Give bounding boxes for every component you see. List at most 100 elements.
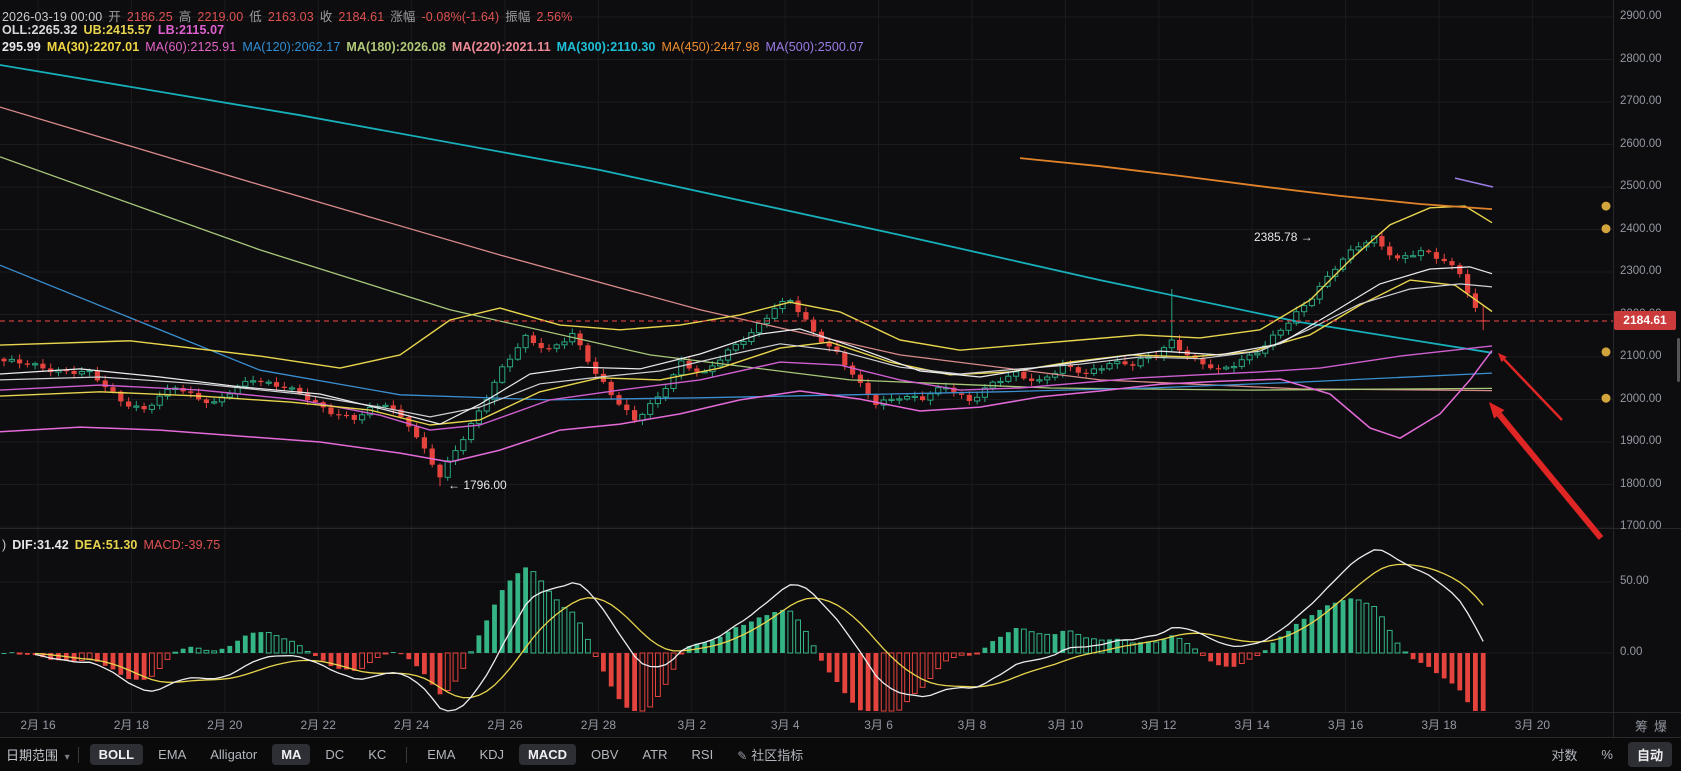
overlay-line-MA180 — [0, 156, 1493, 391]
header-segment: 低 — [249, 10, 262, 24]
header-segment: ) — [2, 538, 7, 552]
price-axis-label: 2900.00 — [1620, 10, 1662, 22]
header-segment: UB:2415.57 — [83, 23, 152, 37]
time-axis-label: 3月 20 — [1514, 718, 1551, 732]
price-axis-label: 2500.00 — [1620, 180, 1662, 192]
ma-header-row: 295.99 MA(30):2207.01 MA(60):2125.91 MA(120… — [2, 40, 870, 54]
overlay-line-MA120 — [0, 264, 1493, 401]
chip-distribution-button[interactable]: 筹 — [1634, 719, 1654, 734]
header-segment: DIF:31.42 — [12, 538, 69, 552]
price-axis-label: 2800.00 — [1620, 52, 1662, 65]
liquidation-button[interactable]: 爆 — [1653, 719, 1673, 734]
header-segment: MACD:-39.75 — [143, 538, 221, 552]
scale-buttons-group: 对数% 自动 — [1539, 742, 1675, 767]
indicator-button-macd[interactable]: MACD — [519, 744, 576, 765]
date-range-label: 日期范围 — [6, 748, 59, 763]
time-axis-label: 3月 2 — [677, 718, 707, 732]
overlay-line-MA220 — [0, 106, 1493, 392]
price-axis-label: 1900.00 — [1620, 435, 1662, 447]
scale-button-%[interactable]: % — [1601, 747, 1613, 762]
last-price-badge: 2184.61 — [1614, 311, 1676, 331]
scrollbar-thumb[interactable] — [1677, 338, 1680, 382]
header-segment: MA(300):2110.30 — [556, 40, 656, 54]
header-segment: MA(30):2207.01 — [46, 40, 140, 54]
header-segment: OLL:2265.32 — [2, 23, 78, 37]
overlay-line-BOLL-LB — [0, 350, 1493, 463]
red-arrow — [1489, 402, 1505, 419]
price-axis-label: 2600.00 — [1620, 137, 1662, 150]
time-axis-label: 3月 12 — [1141, 718, 1177, 732]
scale-button-自动[interactable]: 自动 — [1627, 742, 1672, 767]
indicator-button-社区指标[interactable]: ✎ 社区指标 — [737, 748, 804, 763]
indicator-button-ma[interactable]: MA — [272, 744, 311, 765]
price-axis-label: 2000.00 — [1620, 392, 1662, 405]
chips-burst-buttons[interactable]: 筹爆 — [1635, 716, 1673, 735]
overlay-line-BOLL-MID — [0, 283, 1493, 418]
indicator-button-kc[interactable]: KC — [368, 747, 387, 762]
header-segment: 开 — [108, 10, 121, 24]
chart-svg — [0, 0, 1681, 737]
price-axis-label: 2100.00 — [1620, 350, 1662, 362]
time-axis-label: 2月 22 — [300, 718, 336, 732]
price-axis-label: 1700.00 — [1620, 520, 1662, 532]
indicator-button-alligator[interactable]: Alligator — [210, 747, 258, 762]
time-axis-label: 3月 18 — [1421, 718, 1457, 732]
scale-button-对数[interactable]: 对数 — [1551, 748, 1578, 763]
header-segment: 2026-03-19 00:00 — [2, 10, 103, 24]
header-segment: MA(500):2500.07 — [765, 40, 864, 54]
header-segment: 2186.25 — [126, 10, 173, 24]
indicator-button-dc[interactable]: DC — [325, 747, 345, 762]
date-range-button[interactable]: 日期范围 ▾ — [6, 745, 70, 764]
overlay-line-MA300 — [0, 64, 1493, 354]
overlay-line-BOLL-UB — [0, 205, 1493, 369]
overlay-line-MA500 — [1454, 177, 1494, 188]
gold-marker-dot — [1601, 201, 1611, 211]
time-axis-label: 2月 16 — [20, 718, 56, 732]
toolbar-divider — [406, 746, 408, 763]
indicator-button-boll[interactable]: BOLL — [89, 744, 144, 765]
header-segment: 振幅 — [505, 10, 531, 24]
swing-high-annotation: 2385.78 → — [1254, 230, 1313, 244]
indicator-button-ema[interactable]: EMA — [158, 747, 187, 762]
overlay-line-MA450 — [1019, 157, 1493, 210]
indicator-button-ema[interactable]: EMA — [427, 747, 456, 762]
time-axis-label: 3月 6 — [864, 718, 893, 732]
header-segment: -0.08%(-1.64) — [421, 10, 500, 24]
time-axis-label: 2月 24 — [393, 718, 430, 732]
header-segment: 涨幅 — [390, 10, 416, 24]
macd-axis-label: 0.00 — [1620, 646, 1643, 658]
indicator-button-kdj[interactable]: KDJ — [479, 747, 504, 762]
indicator-buttons-group: BOLL EMA Alligator MA DC KC EMA KDJ MACD OBV ATR RS… — [87, 742, 816, 767]
time-axis-label: 2月 28 — [580, 718, 617, 732]
gold-marker-dot — [1601, 393, 1611, 403]
time-axis-label: 2月 26 — [487, 718, 523, 732]
price-axis-label: 2300.00 — [1620, 265, 1662, 277]
time-axis-label: 3月 16 — [1327, 718, 1364, 732]
header-segment: MA(450):2447.98 — [661, 40, 760, 54]
header-segment: LB:2115.07 — [157, 23, 225, 37]
chevron-down-icon: ▾ — [64, 752, 70, 763]
macd-header-row: ) DIF:31.42 DEA:51.30 MACD:-39.75 — [2, 538, 226, 552]
header-segment: MA(180):2026.08 — [346, 40, 446, 54]
price-axis-label: 1800.00 — [1620, 477, 1662, 490]
chart-canvas[interactable]: 2026-03-19 00:00 开 2186.25 高 2219.00 低 2163.03… — [0, 0, 1681, 737]
header-segment: 2219.00 — [197, 10, 244, 24]
header-segment: MA(120):2062.17 — [242, 40, 341, 54]
macd-axis-label: 50.00 — [1620, 575, 1649, 587]
header-segment: DEA:51.30 — [74, 538, 138, 552]
indicator-button-atr[interactable]: ATR — [642, 747, 668, 762]
bottom-toolbar: 日期范围 ▾ BOLL EMA Alligator MA DC KC EMA KDJ MACD O… — [0, 737, 1681, 771]
boll-header-row: OLL:2265.32 UB:2415.57 LB:2115.07 — [2, 23, 230, 37]
header-segment: MA(220):2021.11 — [451, 40, 551, 54]
time-axis-label: 3月 14 — [1234, 718, 1270, 732]
header-segment: 2163.03 — [267, 10, 314, 24]
overlay-line-MA30 — [0, 279, 1493, 426]
ohlc-header-row: 2026-03-19 00:00 开 2186.25 高 2219.00 低 2163.03… — [2, 6, 578, 25]
price-axis-label: 2700.00 — [1620, 95, 1662, 107]
indicator-button-obv[interactable]: OBV — [591, 747, 619, 762]
price-axis-label: 2400.00 — [1620, 222, 1662, 235]
indicator-button-rsi[interactable]: RSI — [691, 747, 714, 762]
time-axis-label: 3月 8 — [957, 718, 987, 732]
time-axis-label: 3月 4 — [770, 718, 800, 732]
